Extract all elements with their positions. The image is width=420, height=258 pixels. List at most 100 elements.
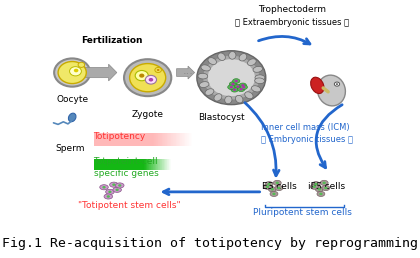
Bar (94, 159, 95, 170)
Text: ES cells: ES cells (262, 182, 296, 191)
Bar (126, 133, 127, 146)
Bar (98, 133, 99, 146)
Circle shape (149, 78, 153, 82)
Circle shape (271, 188, 274, 191)
Bar (149, 159, 150, 170)
Bar (176, 133, 177, 146)
Bar (109, 159, 110, 170)
Bar (130, 159, 131, 170)
Bar (114, 133, 115, 146)
Bar (105, 159, 106, 170)
Bar (188, 133, 189, 146)
Bar (96, 133, 97, 146)
Ellipse shape (255, 78, 265, 84)
Bar (144, 159, 145, 170)
Bar (158, 159, 159, 170)
Ellipse shape (252, 86, 261, 92)
Circle shape (313, 186, 316, 188)
Bar (138, 159, 139, 170)
Bar (156, 133, 157, 146)
Bar (95, 133, 96, 146)
Bar (102, 159, 103, 170)
Bar (117, 159, 118, 170)
Circle shape (112, 183, 116, 186)
Bar (109, 133, 110, 146)
Bar (106, 133, 107, 146)
Ellipse shape (317, 191, 325, 197)
Bar (134, 133, 135, 146)
Ellipse shape (273, 180, 281, 186)
Bar (118, 133, 119, 146)
Text: Blastocyst: Blastocyst (198, 113, 245, 122)
Bar (126, 159, 127, 170)
Bar (107, 159, 108, 170)
Bar (137, 159, 138, 170)
Circle shape (116, 189, 119, 191)
Circle shape (314, 183, 318, 186)
Bar (132, 159, 133, 170)
Circle shape (272, 193, 276, 195)
Bar (136, 159, 137, 170)
Bar (180, 133, 181, 146)
Bar (149, 133, 150, 146)
Bar (125, 159, 126, 170)
Ellipse shape (265, 182, 273, 187)
Circle shape (230, 86, 233, 88)
Text: "Totipotent stem cells": "Totipotent stem cells" (78, 201, 181, 211)
Ellipse shape (113, 187, 121, 192)
Circle shape (74, 69, 79, 72)
Bar (138, 133, 139, 146)
Bar (125, 133, 126, 146)
Ellipse shape (322, 186, 330, 191)
Bar (162, 159, 163, 170)
Ellipse shape (270, 191, 278, 197)
Text: Totipotency: Totipotency (94, 132, 146, 141)
Bar (127, 159, 128, 170)
Bar (123, 133, 124, 146)
Bar (100, 133, 101, 146)
Bar (112, 159, 113, 170)
Ellipse shape (315, 187, 323, 192)
Circle shape (324, 187, 328, 189)
Bar (147, 159, 148, 170)
Bar (116, 133, 117, 146)
Bar (139, 133, 140, 146)
Bar (99, 159, 100, 170)
Text: Oocyte: Oocyte (56, 95, 88, 104)
Bar (143, 133, 144, 146)
Ellipse shape (268, 187, 276, 192)
Bar (156, 159, 157, 170)
Bar (118, 159, 119, 170)
Bar (135, 159, 136, 170)
Ellipse shape (104, 194, 113, 199)
Bar (134, 159, 135, 170)
Bar (133, 159, 134, 170)
Bar (114, 159, 115, 170)
Bar (135, 133, 136, 146)
Bar (128, 133, 129, 146)
Bar (119, 133, 120, 146)
Circle shape (323, 182, 326, 184)
Bar (94, 133, 95, 146)
Bar (121, 133, 122, 146)
Ellipse shape (229, 52, 236, 59)
Bar (115, 159, 116, 170)
Bar (181, 133, 182, 146)
Bar (165, 159, 166, 170)
Ellipse shape (110, 182, 118, 187)
Bar (154, 133, 155, 146)
Bar (160, 133, 161, 146)
Bar (113, 133, 114, 146)
Ellipse shape (318, 75, 345, 106)
Circle shape (118, 184, 121, 187)
Text: Trophectoderm: Trophectoderm (258, 5, 326, 14)
Circle shape (241, 84, 244, 87)
Ellipse shape (225, 96, 232, 104)
Bar (162, 133, 163, 146)
Ellipse shape (239, 83, 247, 88)
Bar (105, 133, 106, 146)
Bar (103, 133, 104, 146)
Bar (159, 133, 160, 146)
Bar (129, 133, 130, 146)
Ellipse shape (228, 85, 235, 90)
